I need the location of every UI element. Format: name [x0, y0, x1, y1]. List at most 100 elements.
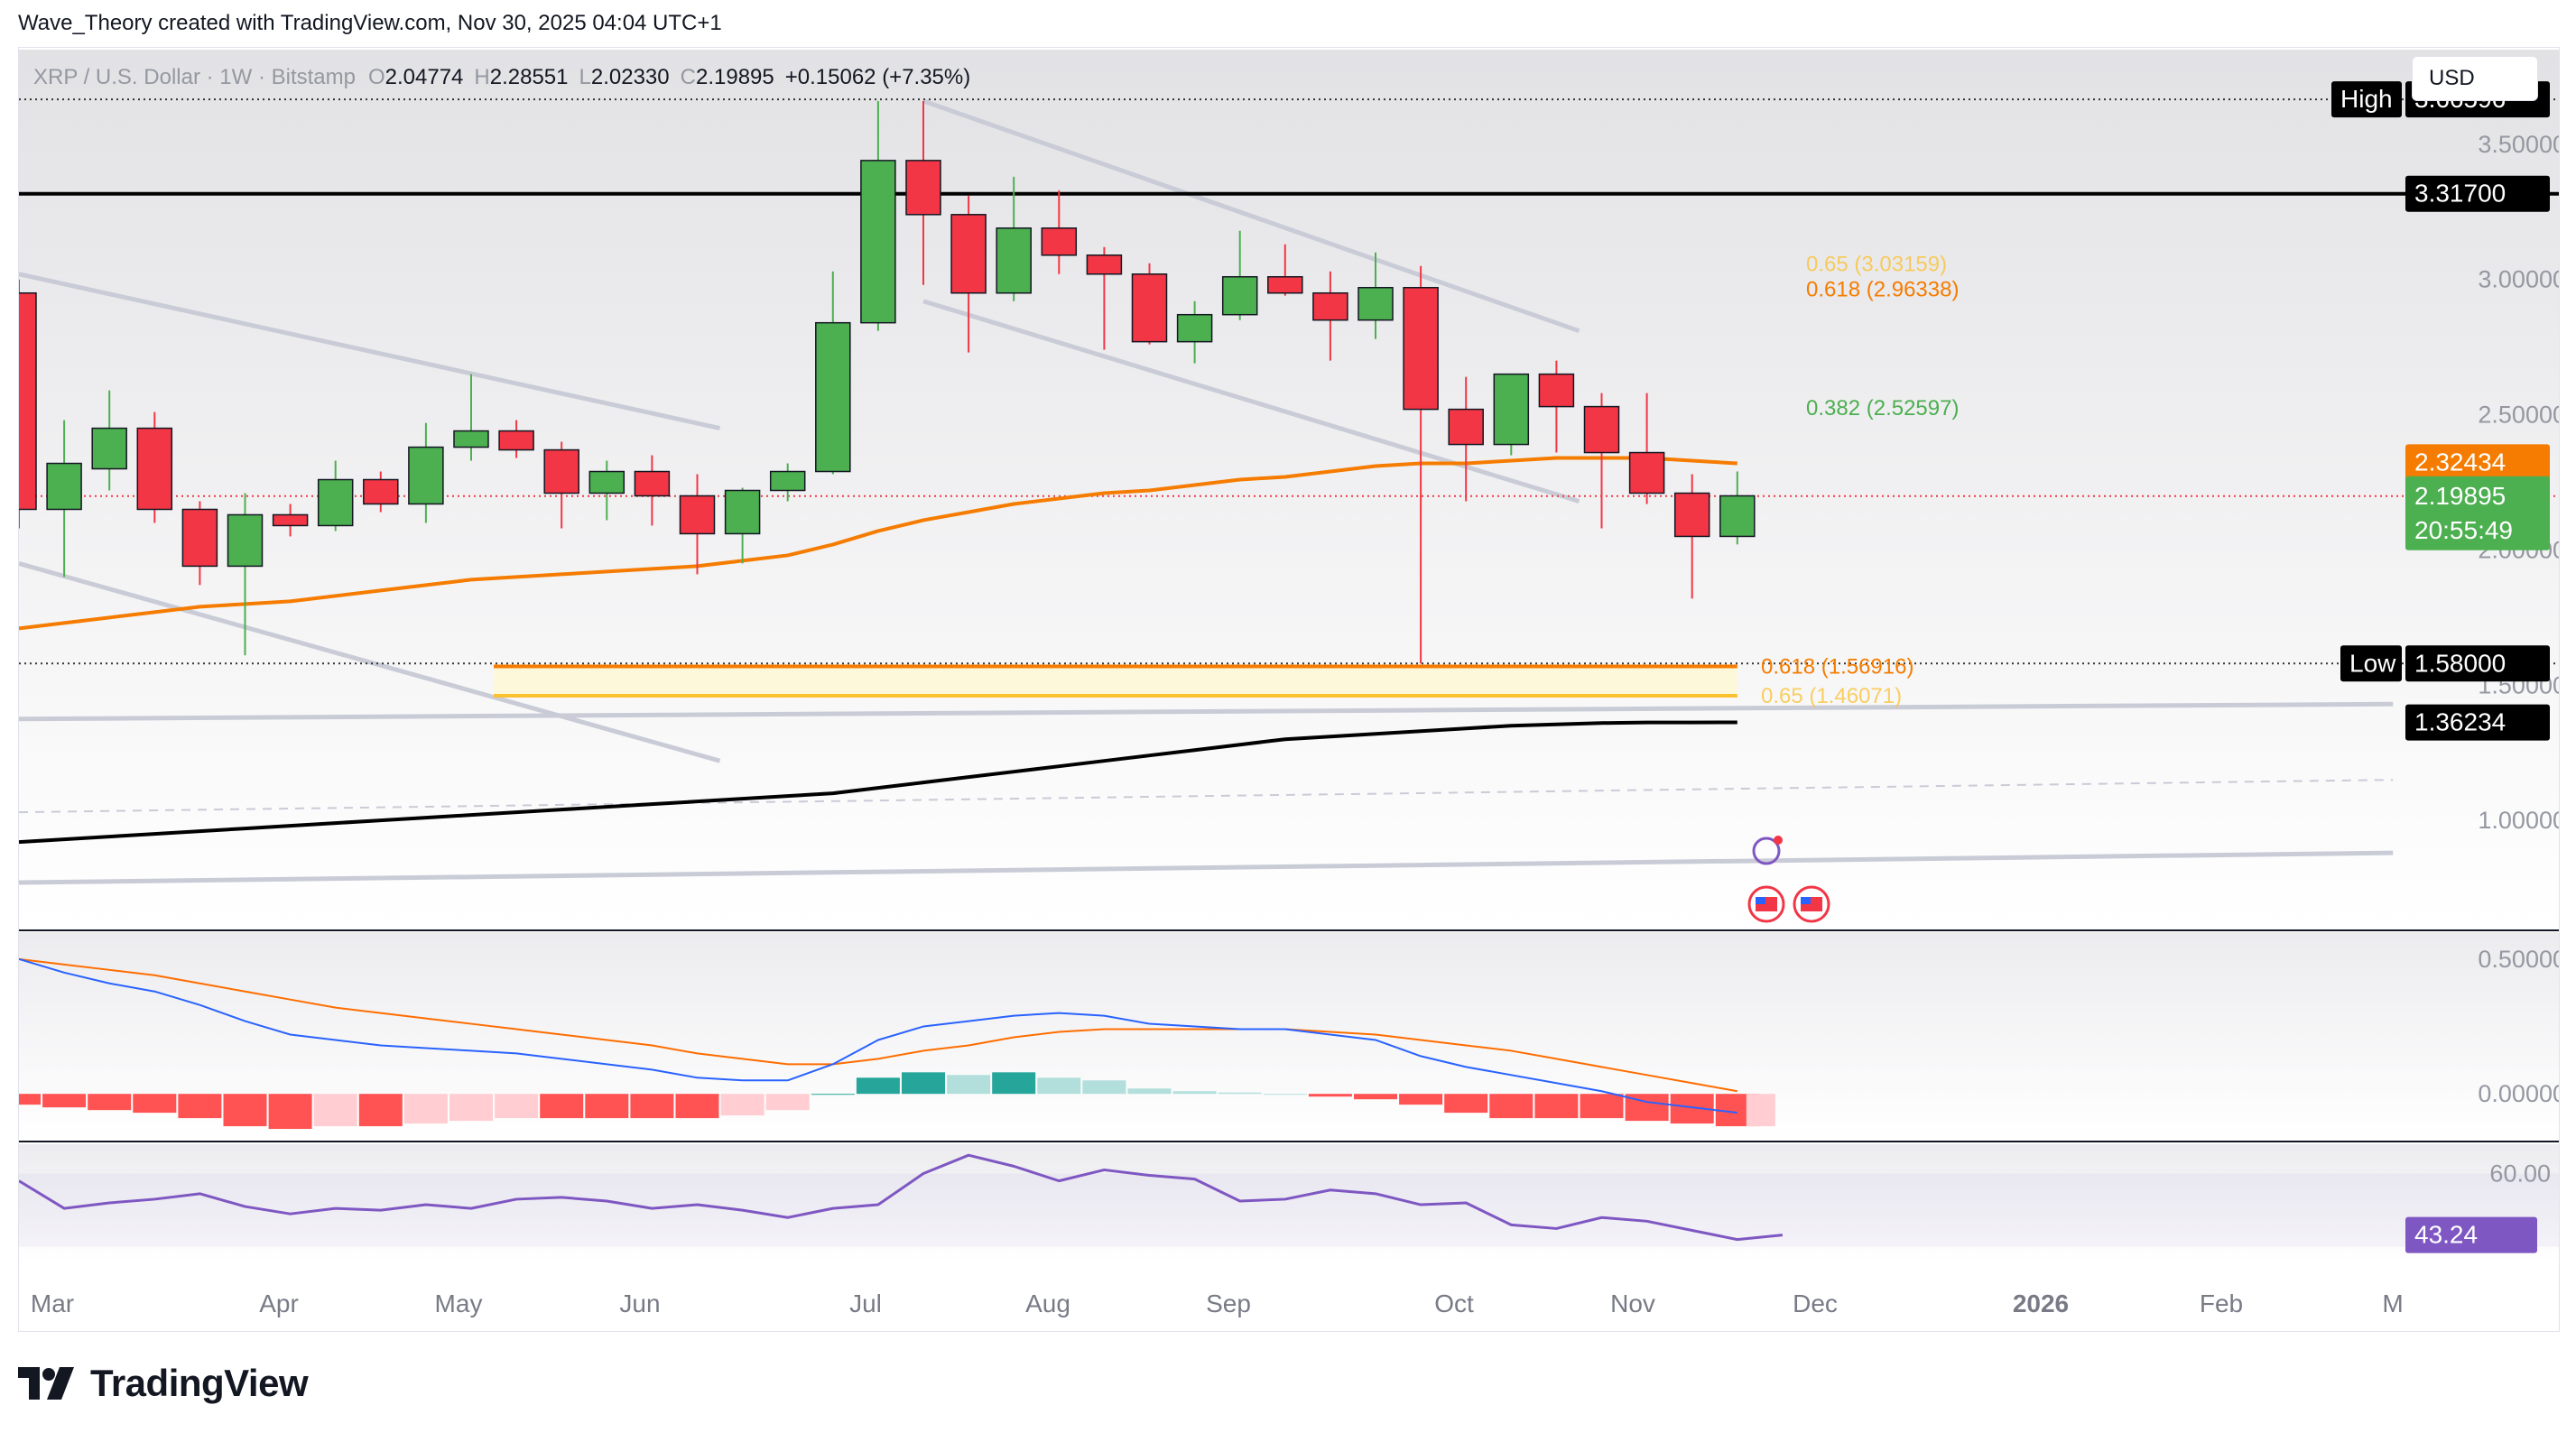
y-axis-tick-label: 1.00000: [2478, 807, 2559, 834]
low-value-tag-text: 1.58000: [2414, 649, 2506, 677]
candle-body: [46, 462, 82, 511]
x-axis-tick-label: Mar: [31, 1289, 74, 1317]
candle-body: [317, 478, 354, 527]
sma-line: [19, 720, 1737, 845]
currency-selector-button[interactable]: USD: [2412, 56, 2538, 101]
macd-histogram-bar: [675, 1094, 719, 1119]
candle-body: [769, 470, 806, 492]
macd-histogram-bar: [1172, 1091, 1217, 1095]
low-label: L: [579, 65, 591, 89]
last-price-tag: 2.19895 20:55:49: [2405, 476, 2550, 550]
close-value: 2.19895: [696, 65, 774, 89]
macd-histogram-bar: [1580, 1094, 1624, 1119]
candle: [769, 463, 806, 502]
macd-histogram-bar: [88, 1094, 132, 1111]
candle-body: [19, 291, 37, 511]
candle: [679, 474, 716, 575]
rsi-band: [19, 1173, 2559, 1247]
macd-histogram-bar: [765, 1094, 810, 1111]
low-tag-bg: [2340, 645, 2402, 682]
macd-histogram-bar: [1489, 1094, 1534, 1119]
rsi-pane[interactable]: [19, 1153, 2559, 1247]
ema-value-tag-text: 2.32434: [2414, 448, 2506, 476]
sma-value-tag-bg: [2405, 704, 2550, 741]
macd-signal-line: [19, 957, 1737, 1093]
candle: [363, 471, 399, 513]
macd-histogram-bar: [449, 1094, 493, 1122]
resistance-price-tag: 3.31700: [2405, 175, 2550, 212]
low-value-tag-bg: [2405, 645, 2550, 682]
tradingview-logo[interactable]: TradingView: [18, 1361, 309, 1406]
rsi-value-tag-bg: [2405, 1216, 2537, 1253]
high-tag-bg: [2331, 81, 2402, 118]
candle-body: [453, 430, 489, 448]
candle: [996, 176, 1032, 301]
event-icons: [1747, 836, 1830, 923]
macd-histogram-bar: [42, 1094, 87, 1108]
us-flag-icon: [1747, 885, 1785, 923]
macd-histogram-bar: [223, 1094, 267, 1127]
candle: [588, 460, 625, 521]
candle-body: [227, 513, 264, 568]
candle-body: [1221, 275, 1258, 316]
macd-histogram-bar: [1037, 1077, 1081, 1095]
macd-histogram-bar: [1399, 1094, 1443, 1105]
chart-frame[interactable]: 0.65 (3.03159) 0.618 (2.96338) 0.382 (2.52…: [18, 47, 2560, 1332]
candle: [227, 493, 264, 656]
dashed-trend-line: [19, 779, 2394, 814]
low-value-tag: 1.58000: [2405, 645, 2550, 682]
price-pane-background: [19, 50, 2559, 929]
candle: [1583, 393, 1620, 529]
candle-body: [860, 160, 896, 324]
candle: [1628, 393, 1665, 504]
macd-histogram-bar: [585, 1094, 629, 1119]
candle-body: [588, 470, 625, 495]
candle-body: [1538, 373, 1575, 408]
macd-histogram-bar: [358, 1094, 403, 1127]
sparkle-icon-ring: [1752, 837, 1781, 865]
fib-level-label: 0.618 (1.56916): [1761, 655, 1913, 679]
channel-line: [922, 299, 1580, 504]
symbol-name: XRP / U.S. Dollar · 1W · Bitstamp: [33, 65, 356, 89]
rsi-value-tag-text: 43.24: [2414, 1221, 2478, 1249]
macd-histogram-bar: [495, 1094, 539, 1119]
channel-line: [19, 561, 721, 763]
price-pane[interactable]: 0.65 (3.03159)0.618 (2.96338) 0.382 (2.52…: [19, 98, 2559, 923]
macd-histogram-bar: [947, 1075, 991, 1095]
candle: [543, 441, 579, 529]
macd-histogram-bar: [1534, 1094, 1579, 1119]
rsi-axis-tick-label: 60.00: [2489, 1160, 2551, 1188]
tradingview-logo-text: TradingView: [90, 1362, 309, 1404]
candle-body: [724, 489, 761, 535]
channel-line: [19, 701, 2394, 722]
low-value: 2.02330: [591, 65, 670, 89]
candle: [724, 487, 761, 564]
candle: [1312, 271, 1348, 361]
macd-histogram-bar: [902, 1072, 945, 1095]
x-axis-tick-label: May: [435, 1289, 483, 1317]
x-axis-tick-label: 2026: [2013, 1289, 2069, 1317]
macd-histogram-bar: [1218, 1092, 1262, 1095]
candle-body: [181, 508, 218, 568]
fib-level-label: 0.65 (1.46071): [1761, 684, 1902, 708]
macd-pane[interactable]: [19, 957, 1775, 1130]
macd-line: [19, 957, 1737, 1114]
candle-body: [1403, 286, 1439, 411]
chart-canvas[interactable]: 0.65 (3.03159)0.618 (2.96338) 0.382 (2.52…: [19, 48, 2559, 1331]
candle: [1493, 373, 1530, 456]
candle: [634, 455, 671, 526]
candle-body: [996, 227, 1032, 294]
macd-histogram-bar: [630, 1094, 674, 1119]
candle: [1357, 252, 1394, 339]
candle-body: [363, 478, 399, 505]
macd-histogram-bar: [403, 1094, 448, 1124]
candle: [181, 501, 218, 586]
candle: [905, 100, 941, 285]
us-flag-icon: [1793, 885, 1830, 923]
high-price-tag: High: [2331, 81, 2402, 118]
candle-body: [679, 495, 716, 535]
candle-body: [1312, 291, 1348, 321]
rsi-pane-background: [19, 1144, 2559, 1262]
candle-body: [905, 160, 941, 216]
y-axis-tick-label: 2.50000: [2478, 402, 2559, 429]
